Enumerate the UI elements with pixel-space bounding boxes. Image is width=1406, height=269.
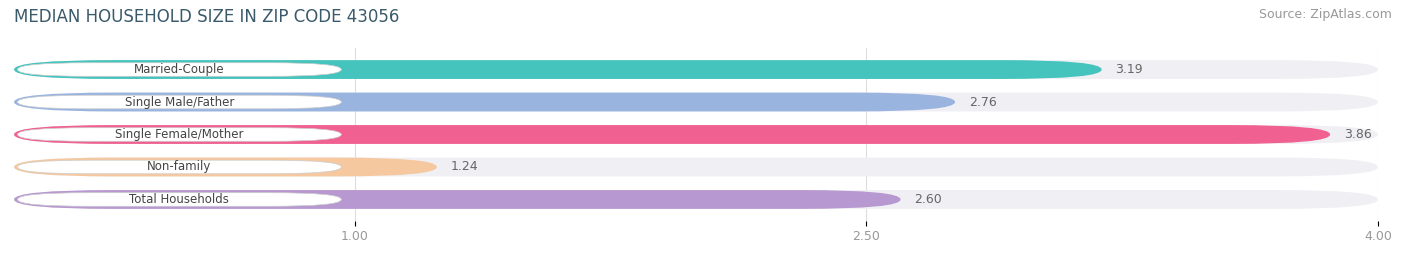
Text: 2.60: 2.60 bbox=[914, 193, 942, 206]
FancyBboxPatch shape bbox=[14, 158, 437, 176]
Text: Source: ZipAtlas.com: Source: ZipAtlas.com bbox=[1258, 8, 1392, 21]
FancyBboxPatch shape bbox=[14, 125, 1378, 144]
Text: MEDIAN HOUSEHOLD SIZE IN ZIP CODE 43056: MEDIAN HOUSEHOLD SIZE IN ZIP CODE 43056 bbox=[14, 8, 399, 26]
Text: Single Male/Father: Single Male/Father bbox=[125, 95, 235, 108]
FancyBboxPatch shape bbox=[14, 93, 1378, 111]
FancyBboxPatch shape bbox=[14, 190, 900, 209]
FancyBboxPatch shape bbox=[17, 128, 342, 141]
FancyBboxPatch shape bbox=[14, 158, 1378, 176]
Text: 3.19: 3.19 bbox=[1115, 63, 1143, 76]
FancyBboxPatch shape bbox=[17, 63, 342, 76]
FancyBboxPatch shape bbox=[14, 190, 1378, 209]
Text: 1.24: 1.24 bbox=[450, 161, 478, 174]
Text: Total Households: Total Households bbox=[129, 193, 229, 206]
FancyBboxPatch shape bbox=[14, 60, 1378, 79]
Text: 2.76: 2.76 bbox=[969, 95, 997, 108]
Text: Single Female/Mother: Single Female/Mother bbox=[115, 128, 243, 141]
Text: Married-Couple: Married-Couple bbox=[134, 63, 225, 76]
FancyBboxPatch shape bbox=[17, 160, 342, 174]
Text: Non-family: Non-family bbox=[148, 161, 212, 174]
FancyBboxPatch shape bbox=[14, 60, 1102, 79]
FancyBboxPatch shape bbox=[17, 95, 342, 109]
FancyBboxPatch shape bbox=[14, 93, 955, 111]
FancyBboxPatch shape bbox=[14, 125, 1330, 144]
FancyBboxPatch shape bbox=[17, 193, 342, 206]
Text: 3.86: 3.86 bbox=[1344, 128, 1371, 141]
